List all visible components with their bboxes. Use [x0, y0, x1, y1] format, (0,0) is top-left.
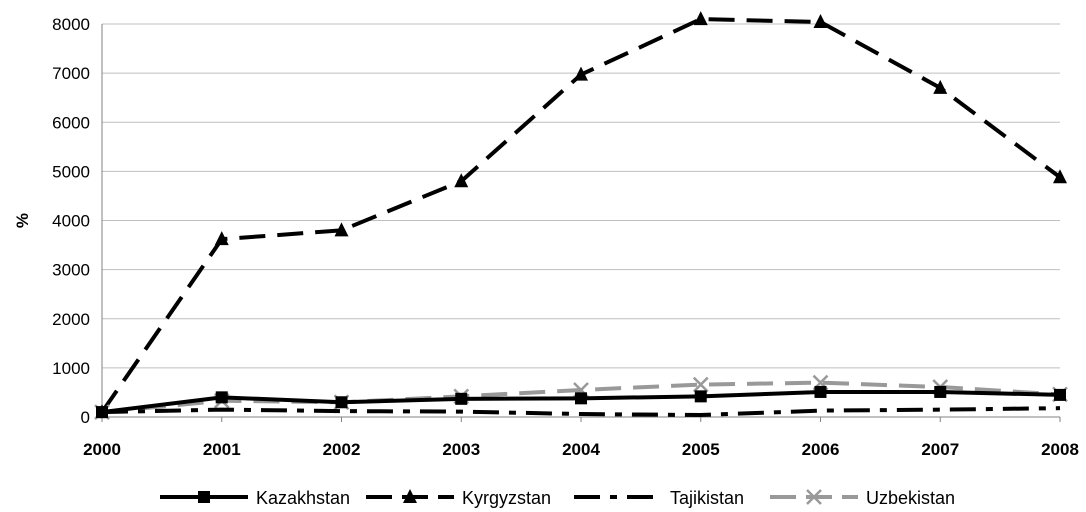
data-point-kyrgyzstan	[334, 222, 349, 237]
x-tick-label: 2007	[921, 440, 959, 459]
x-tick-label: 2005	[682, 440, 720, 459]
y-tick-label: 8000	[52, 15, 90, 34]
data-point-kazakhstan	[934, 385, 947, 398]
series-lines	[94, 11, 1068, 420]
data-point-kyrgyzstan	[574, 66, 588, 81]
data-point-kyrgyzstan	[214, 231, 229, 246]
legend-marker	[806, 489, 822, 505]
y-axis: 0 1000 2000 3000 4000 5000 6000 7000 8000	[52, 15, 103, 427]
data-point-kyrgyzstan	[933, 79, 948, 94]
x-axis: 2000 2001 2002 2003 2004 2005 2006 2007 2008	[83, 416, 1079, 459]
y-tick-label: 2000	[52, 310, 90, 329]
legend-label: Tajikistan	[670, 488, 744, 508]
data-point-kazakhstan	[1054, 388, 1066, 401]
x-tick-label: 2003	[442, 440, 480, 459]
data-point-kazakhstan	[814, 385, 827, 398]
series-kyrgyzstan	[95, 11, 1067, 419]
x-tick-label: 2001	[203, 440, 241, 459]
gridlines	[102, 23, 1060, 369]
y-tick-label: 6000	[52, 113, 90, 132]
data-point-kazakhstan	[455, 392, 468, 405]
legend-label: Kyrgyzstan	[462, 488, 551, 508]
data-point-kyrgyzstan	[454, 173, 469, 188]
legend-label: Kazakhstan	[256, 488, 350, 508]
data-point-kazakhstan	[335, 396, 348, 409]
y-tick-label: 0	[81, 408, 90, 427]
legend-item-kazakhstan: Kazakhstan	[160, 488, 350, 508]
x-tick-label: 2008	[1041, 440, 1079, 459]
legend-item-uzbekistan: Uzbekistan	[770, 488, 955, 508]
x-tick-label: 2004	[562, 440, 600, 459]
y-tick-label: 7000	[52, 64, 90, 83]
data-point-kazakhstan	[96, 406, 108, 419]
y-tick-label: 4000	[52, 212, 90, 231]
data-point-kazakhstan	[694, 390, 707, 403]
data-point-kazakhstan	[575, 392, 587, 405]
legend: Kazakhstan Kyrgyzstan Tajikistan Uzbekistan	[160, 488, 955, 508]
data-point-kazakhstan	[215, 391, 228, 404]
series-tajikistan	[101, 406, 1061, 418]
x-tick-label: 2000	[83, 440, 121, 459]
legend-item-kyrgyzstan: Kyrgyzstan	[366, 488, 551, 508]
legend-label: Uzbekistan	[866, 488, 955, 508]
data-point-kyrgyzstan	[1053, 169, 1067, 184]
series-line-tajikistan	[101, 406, 1061, 418]
legend-marker	[403, 489, 417, 503]
y-tick-label: 5000	[52, 162, 90, 181]
data-point-kyrgyzstan	[813, 14, 828, 29]
y-tick-label: 1000	[52, 359, 90, 378]
y-tick-label: 3000	[52, 261, 90, 280]
x-tick-label: 2006	[802, 440, 840, 459]
series-kazakhstan	[96, 385, 1066, 419]
legend-marker	[198, 491, 210, 503]
legend-item-tajikistan: Tajikistan	[574, 488, 744, 508]
data-point-uzbekistan	[692, 376, 709, 393]
data-point-kyrgyzstan	[693, 11, 708, 26]
y-axis-label: %	[13, 213, 32, 228]
x-tick-label: 2002	[323, 440, 361, 459]
